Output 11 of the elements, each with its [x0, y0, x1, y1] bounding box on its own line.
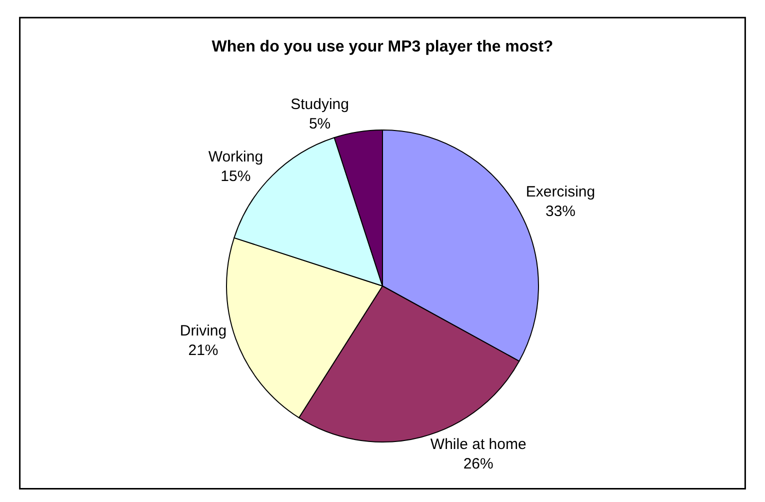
chart-title: When do you use your MP3 player the most?: [212, 38, 554, 56]
slice-label: Driving: [180, 322, 227, 340]
data-label: 5%: [308, 115, 331, 132]
slice-label: Working: [208, 148, 264, 166]
data-label: 15%: [220, 168, 251, 185]
data-label: 21%: [188, 342, 218, 360]
data-label: 26%: [463, 455, 494, 472]
slice-label: While at home: [430, 436, 526, 453]
data-label: 33%: [545, 203, 576, 220]
slice-label: Exercising: [526, 184, 596, 201]
slice-label: Studying: [290, 96, 349, 113]
